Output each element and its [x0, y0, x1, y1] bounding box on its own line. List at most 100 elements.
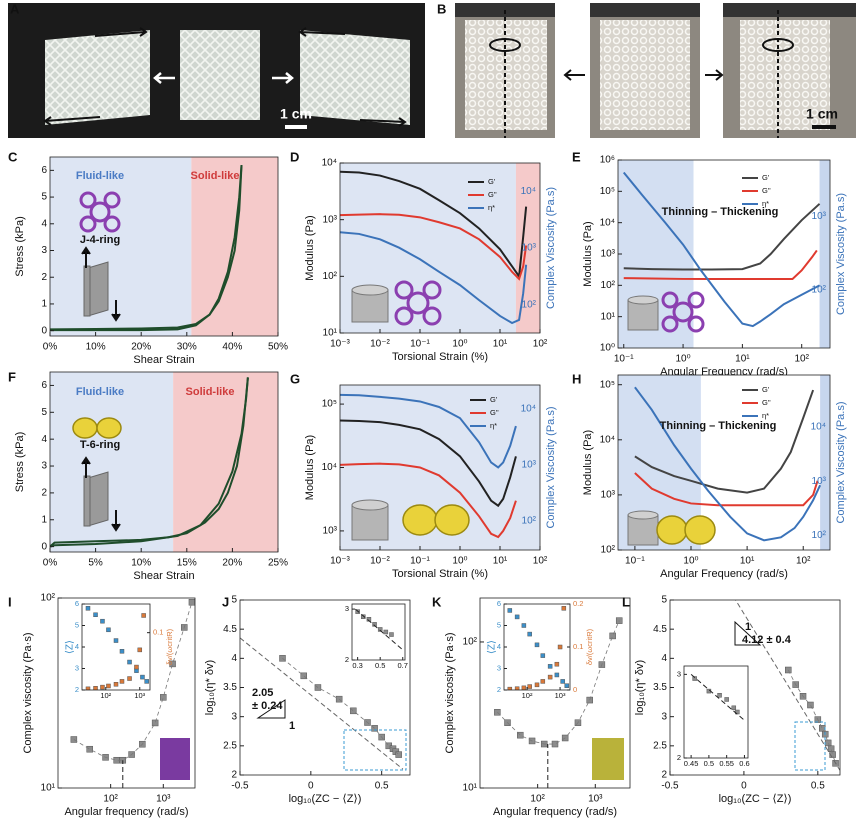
y-tick-label: 1 [41, 299, 47, 310]
point [140, 674, 145, 680]
y-axis-label: Modulus (Pa) [304, 435, 316, 500]
region [820, 375, 830, 550]
y2-tick-label: 10⁴ [521, 404, 536, 415]
point [93, 612, 98, 617]
point [724, 697, 729, 702]
y2-tick-label: 0.1 [573, 642, 583, 651]
legend-label: G'' [762, 186, 771, 195]
x-tick-label: 50% [268, 342, 288, 353]
annotation: T-6-ring [80, 439, 120, 451]
annotation: 1 [745, 621, 751, 633]
y2-axis-label: δv/(ωcritR) [165, 628, 174, 665]
y-tick-label: 4 [497, 642, 501, 651]
y-tick-label: 3 [661, 711, 667, 722]
y2-tick-label: 10³ [522, 243, 537, 254]
point [557, 644, 563, 650]
x-tick-label: 10⁻² [370, 556, 390, 567]
y-tick-label: 2 [345, 655, 349, 664]
y-axis-label: Modulus (Pa) [582, 430, 594, 495]
x-tick-label: 0.45 [684, 759, 699, 768]
x-tick-label: 40% [222, 342, 242, 353]
legend-label: G' [762, 385, 770, 394]
x-tick-label: 10¹ [735, 354, 750, 365]
annotation: Solid-like [191, 170, 240, 182]
x-tick-label: 10⁰ [452, 339, 467, 350]
point [564, 683, 570, 688]
x-tick-label: 0% [43, 342, 58, 353]
panel-label: H [572, 371, 581, 386]
region [173, 372, 278, 552]
annotation: 4.12 ± 0.4 [742, 634, 792, 646]
y-axis-label: Modulus (Pa) [304, 215, 316, 280]
y-axis-label: ⟨Z⟩ [65, 640, 76, 654]
x-axis-label: Shear Strain [133, 354, 194, 366]
point [106, 683, 111, 689]
point [507, 686, 513, 690]
x-tick-label: 10¹ [493, 556, 508, 567]
curve [623, 203, 821, 271]
curve [50, 377, 249, 548]
x-tick-label: 0.5 [704, 759, 714, 768]
point [141, 613, 146, 618]
legend-label: G' [488, 177, 496, 186]
frame [479, 597, 631, 789]
x-tick-label: 10² [533, 556, 548, 567]
series [85, 606, 149, 690]
y-tick-label: 6 [41, 165, 47, 176]
plot-area [82, 604, 150, 690]
y-tick-label: 10² [41, 593, 56, 604]
y-tick-label: 2 [677, 753, 681, 762]
annotation: 2.05 [252, 687, 273, 699]
y-tick-label: 4 [231, 653, 237, 664]
x-axis-label: Torsional Strain (%) [392, 568, 488, 580]
frame [49, 371, 279, 553]
curve [50, 164, 243, 332]
y-tick-label: 2 [497, 685, 501, 694]
region [515, 163, 540, 333]
connector [282, 658, 399, 755]
annotation: Fluid-like [76, 386, 124, 398]
y-tick-label: 4 [41, 434, 47, 445]
curve [690, 673, 745, 721]
point [371, 725, 378, 732]
y-tick-label: 10³ [601, 249, 616, 260]
series [690, 673, 745, 721]
y-tick-label: 2.5 [653, 740, 667, 751]
y-tick-label: 2 [41, 488, 47, 499]
point [534, 642, 540, 648]
y2-tick-label: 10⁴ [811, 422, 826, 433]
y2-axis-label: Complex Viscosity (Pa.s) [835, 401, 847, 523]
x-tick-label: 0 [308, 781, 314, 792]
curve [634, 472, 819, 507]
point [119, 649, 125, 654]
curve [340, 231, 528, 325]
panel-label: C [8, 149, 18, 164]
point [540, 679, 546, 684]
panel-label: I [8, 594, 12, 609]
point [85, 606, 91, 611]
y-axis-label: Complex viscosity (Pa·s) [444, 632, 456, 753]
panel-label: B [437, 1, 446, 16]
point [85, 686, 91, 690]
y-tick-label: 10¹ [601, 311, 616, 322]
y-tick-label: 5 [41, 407, 47, 418]
y-tick-label: 10⁶ [600, 155, 615, 166]
x-tick-label: 10² [103, 794, 118, 805]
point [350, 707, 357, 715]
point [300, 672, 307, 680]
x-tick-label: 25% [268, 558, 288, 569]
point [134, 664, 139, 670]
scale-text: 1 cm [280, 106, 312, 122]
y-tick-label: 2.5 [223, 740, 237, 751]
y-axis-label: log₁₀(η* δv) [204, 660, 216, 715]
x-tick-label: 10³ [156, 794, 171, 805]
legend-label: G' [762, 173, 770, 182]
legend-label: η* [762, 411, 769, 420]
point [113, 682, 119, 687]
x-tick-label: 0.3 [352, 661, 362, 670]
y-tick-label: 5 [75, 620, 79, 629]
x-tick-label: 10⁰ [452, 556, 467, 567]
y-tick-label: 10³ [601, 490, 616, 501]
x-tick-label: 10⁻¹ [625, 556, 645, 567]
sample [180, 30, 260, 120]
